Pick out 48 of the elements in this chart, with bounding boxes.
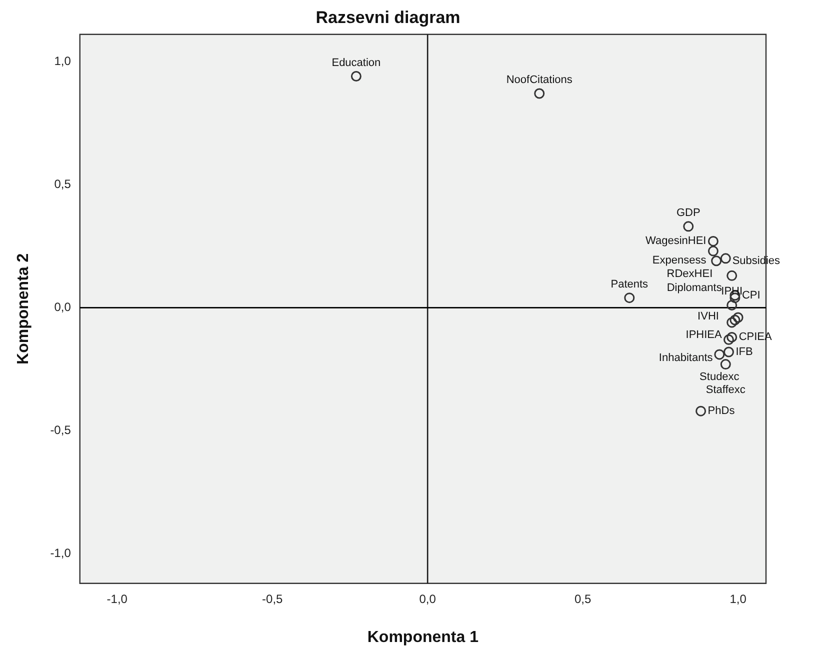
annotation: Education (332, 56, 381, 69)
x-tick-label: -1,0 (106, 592, 128, 606)
chart-title: Razsevni diagram (316, 8, 460, 27)
annotation: IFB (736, 346, 753, 358)
point (624, 292, 635, 304)
y-tick-label: 1,0 (54, 54, 72, 68)
point (708, 246, 718, 256)
x-tick-label: -0,5 (262, 592, 284, 606)
annotation: WagesinHEI (645, 235, 706, 248)
point (696, 406, 706, 416)
point (720, 359, 731, 370)
point (350, 71, 362, 82)
annotation: GDP (676, 206, 700, 219)
point (534, 88, 545, 99)
annotation: CPI (742, 289, 760, 302)
y-tick-label: -1,0 (50, 546, 72, 560)
point (723, 334, 734, 345)
point (714, 349, 725, 360)
annotation: NoofCitations (506, 74, 573, 86)
x-axis-title: Komponenta 1 (367, 628, 479, 646)
x-tick-label: 1,0 (730, 592, 747, 606)
x-tick-label: 0,0 (419, 592, 436, 606)
point (726, 332, 738, 342)
point (730, 314, 740, 326)
y-tick-label: 0,5 (54, 176, 72, 191)
annotation: Inhabitants (658, 352, 714, 364)
point (708, 236, 718, 246)
point (726, 300, 738, 310)
annotation: Studexc (700, 370, 740, 383)
annotation: Patents (610, 278, 649, 290)
annotation: RDexHEI (666, 268, 713, 280)
annotation: IVHI (698, 310, 719, 322)
point (726, 317, 738, 328)
y-tick-label: 0,0 (54, 300, 72, 314)
point (732, 312, 744, 323)
y-tick-label: -0,5 (50, 423, 72, 438)
point (720, 253, 731, 264)
x-tick-label: 0,5 (574, 592, 592, 606)
annotation: Diplomants (666, 282, 722, 294)
point (723, 346, 734, 358)
point (711, 256, 722, 266)
annotation: Expensess (652, 254, 707, 267)
annotation: Staffexc (706, 384, 746, 396)
annotation: IPHIEA (686, 328, 723, 341)
point (683, 221, 694, 232)
y-axis-title: Komponenta 2 (15, 253, 32, 364)
point (726, 270, 738, 281)
annotation: PhDs (708, 405, 736, 418)
